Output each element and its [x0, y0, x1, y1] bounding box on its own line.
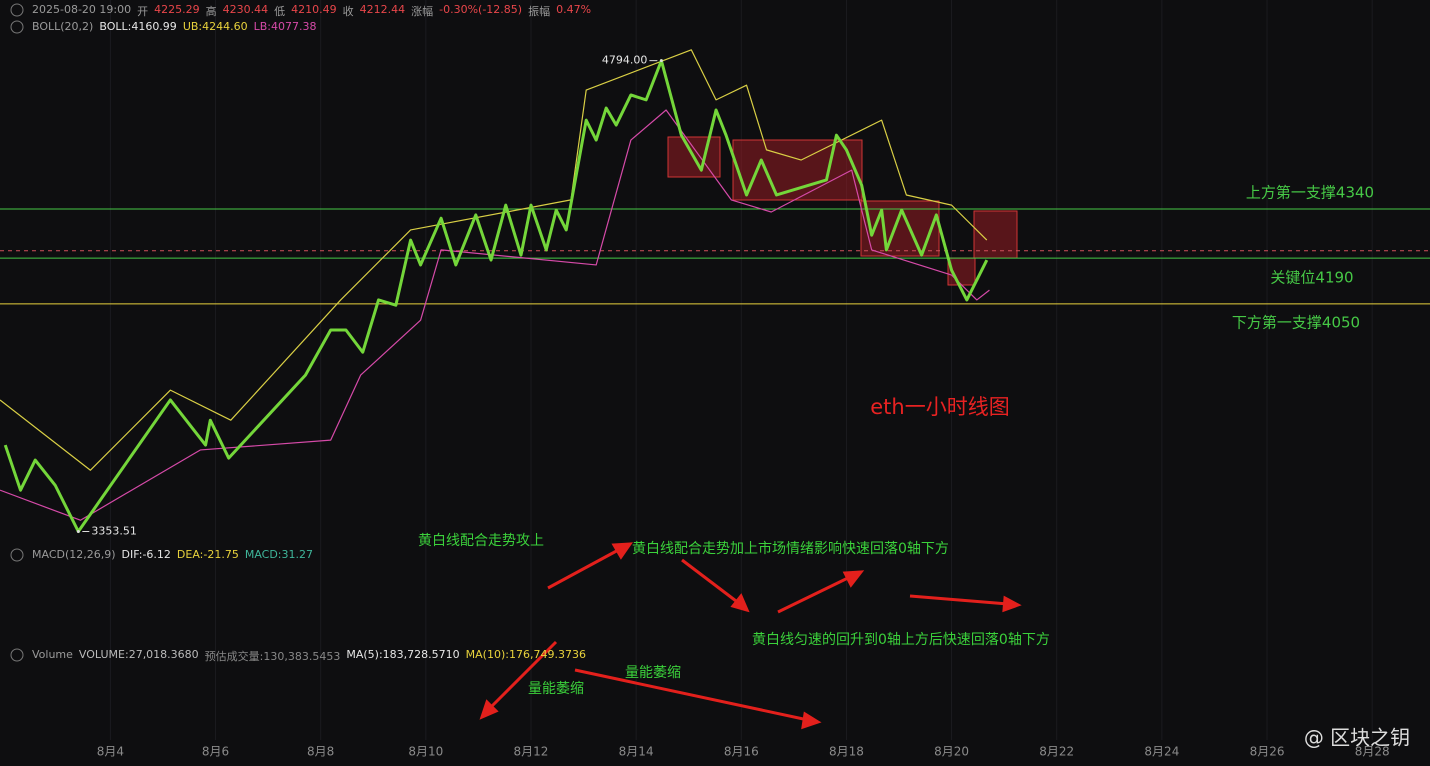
- x-tick-label: 8月16: [724, 745, 759, 759]
- x-tick-label: 8月10: [408, 745, 443, 759]
- time: 2025-08-20 19:00: [32, 3, 132, 16]
- x-tick-label: 8月4: [97, 745, 124, 759]
- chart-title: eth一小时线图: [870, 395, 1009, 419]
- field-label: 开: [137, 5, 149, 18]
- x-tick-label: 8月24: [1144, 745, 1179, 759]
- level-label: 上方第一支撑4340: [1246, 184, 1374, 202]
- eye-icons: [10, 3, 24, 662]
- boll-header: BOLL(20,2) BOLL:4160.99 UB:4244.60 LB:4077.…: [32, 20, 316, 33]
- field-value: 4225.29: [154, 3, 200, 16]
- series-line: [0, 49, 988, 471]
- annotation: 黄白线配合走势攻上: [418, 532, 544, 549]
- indicator-value: VOLUME:27,018.3680: [78, 648, 199, 661]
- indicator-value: DIF:-6.12: [121, 548, 171, 561]
- grid: [109, 0, 1373, 740]
- annotation: 量能萎缩: [528, 681, 584, 697]
- x-tick-label: 8月14: [619, 745, 654, 759]
- x-tick-label: 8月6: [202, 745, 229, 759]
- indicator-value: DEA:-21.75: [176, 548, 239, 561]
- field-label: 涨幅: [411, 5, 434, 18]
- annotation: 量能萎缩: [625, 665, 681, 681]
- field-value: -0.30%(-12.85): [439, 3, 523, 16]
- macd-header: MACD(12,26,9) DIF:-6.12 DEA:-21.75 MACD:31.…: [32, 548, 313, 561]
- indicator-value: MA(5):183,728.5710: [346, 648, 460, 661]
- level-label: 关键位4190: [1270, 269, 1353, 287]
- x-tick-label: 8月28: [1355, 745, 1390, 759]
- price-header: 2025-08-20 19:00 开 4225.29 高 4230.44 低 4210.49…: [32, 3, 591, 19]
- series-line: [0, 109, 990, 521]
- indicator-name: BOLL(20,2): [32, 20, 94, 33]
- field-value: 4230.44: [222, 3, 269, 16]
- field-label: 高: [205, 5, 217, 18]
- indicator-value: 预估成交量:130,383.5453: [204, 650, 341, 663]
- annotation: 黄白线配合走势加上市场情绪影响快速回落0轴下方: [632, 540, 949, 557]
- x-tick-label: 8月26: [1250, 745, 1285, 759]
- extreme-point: [76, 530, 80, 534]
- field-label: 收: [342, 5, 354, 18]
- watermark: @ 区块之钥: [1304, 726, 1410, 750]
- zones: [667, 136, 1018, 286]
- annotation: 黄白线匀速的回升到0轴上方后快速回落0轴下方: [752, 631, 1050, 648]
- indicator-value: BOLL:4160.99: [99, 20, 177, 33]
- extreme-label: 3353.51: [91, 525, 137, 538]
- field-label: 低: [274, 5, 286, 18]
- indicator-name: Volume: [32, 648, 73, 661]
- arrows: [479, 542, 1022, 730]
- indicator-value: UB:4244.60: [182, 20, 248, 33]
- extreme-point: [659, 59, 663, 63]
- indicator-value: MACD:31.27: [244, 548, 313, 561]
- indicator-name: MACD(12,26,9): [32, 548, 116, 561]
- indicator-value: MA(10):176,749.3736: [465, 648, 586, 661]
- series-line: [3, 59, 989, 534]
- extreme-label: 4794.00: [602, 54, 648, 67]
- volume-header: Volume VOLUME:27,018.3680 预估成交量:130,383.54…: [32, 648, 586, 664]
- level-label: 下方第一支撑4050: [1232, 313, 1360, 331]
- x-tick-label: 8月20: [934, 745, 969, 759]
- indicator-value: LB:4077.38: [253, 20, 317, 33]
- x-tick-label: 8月18: [829, 745, 864, 759]
- field-value: 4210.49: [291, 3, 337, 16]
- x-tick-label: 8月8: [307, 745, 334, 759]
- field-value: 0.47%: [556, 3, 592, 16]
- field-value: 4212.44: [359, 3, 406, 16]
- field-label: 振幅: [528, 5, 551, 18]
- x-tick-label: 8月12: [514, 745, 549, 759]
- x-tick-label: 8月22: [1039, 745, 1074, 759]
